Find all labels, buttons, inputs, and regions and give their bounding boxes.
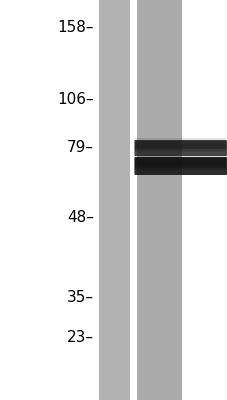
Bar <box>135 142 225 151</box>
Bar <box>135 140 225 148</box>
Bar <box>135 160 225 169</box>
Bar <box>135 141 225 150</box>
Bar <box>135 161 225 170</box>
Bar <box>135 156 225 166</box>
Bar <box>129 0 136 400</box>
Bar <box>99 0 129 400</box>
Text: 48–: 48– <box>67 210 93 226</box>
Bar <box>135 144 225 152</box>
Text: 23–: 23– <box>67 330 93 346</box>
FancyBboxPatch shape <box>134 140 226 156</box>
Bar <box>131 0 181 400</box>
Text: 35–: 35– <box>67 290 93 306</box>
Text: 79–: 79– <box>67 140 93 156</box>
Bar <box>135 138 225 146</box>
Text: 158–: 158– <box>57 20 93 36</box>
Text: 106–: 106– <box>57 92 93 108</box>
Bar <box>135 158 225 168</box>
FancyBboxPatch shape <box>134 157 226 175</box>
Bar <box>135 155 225 165</box>
